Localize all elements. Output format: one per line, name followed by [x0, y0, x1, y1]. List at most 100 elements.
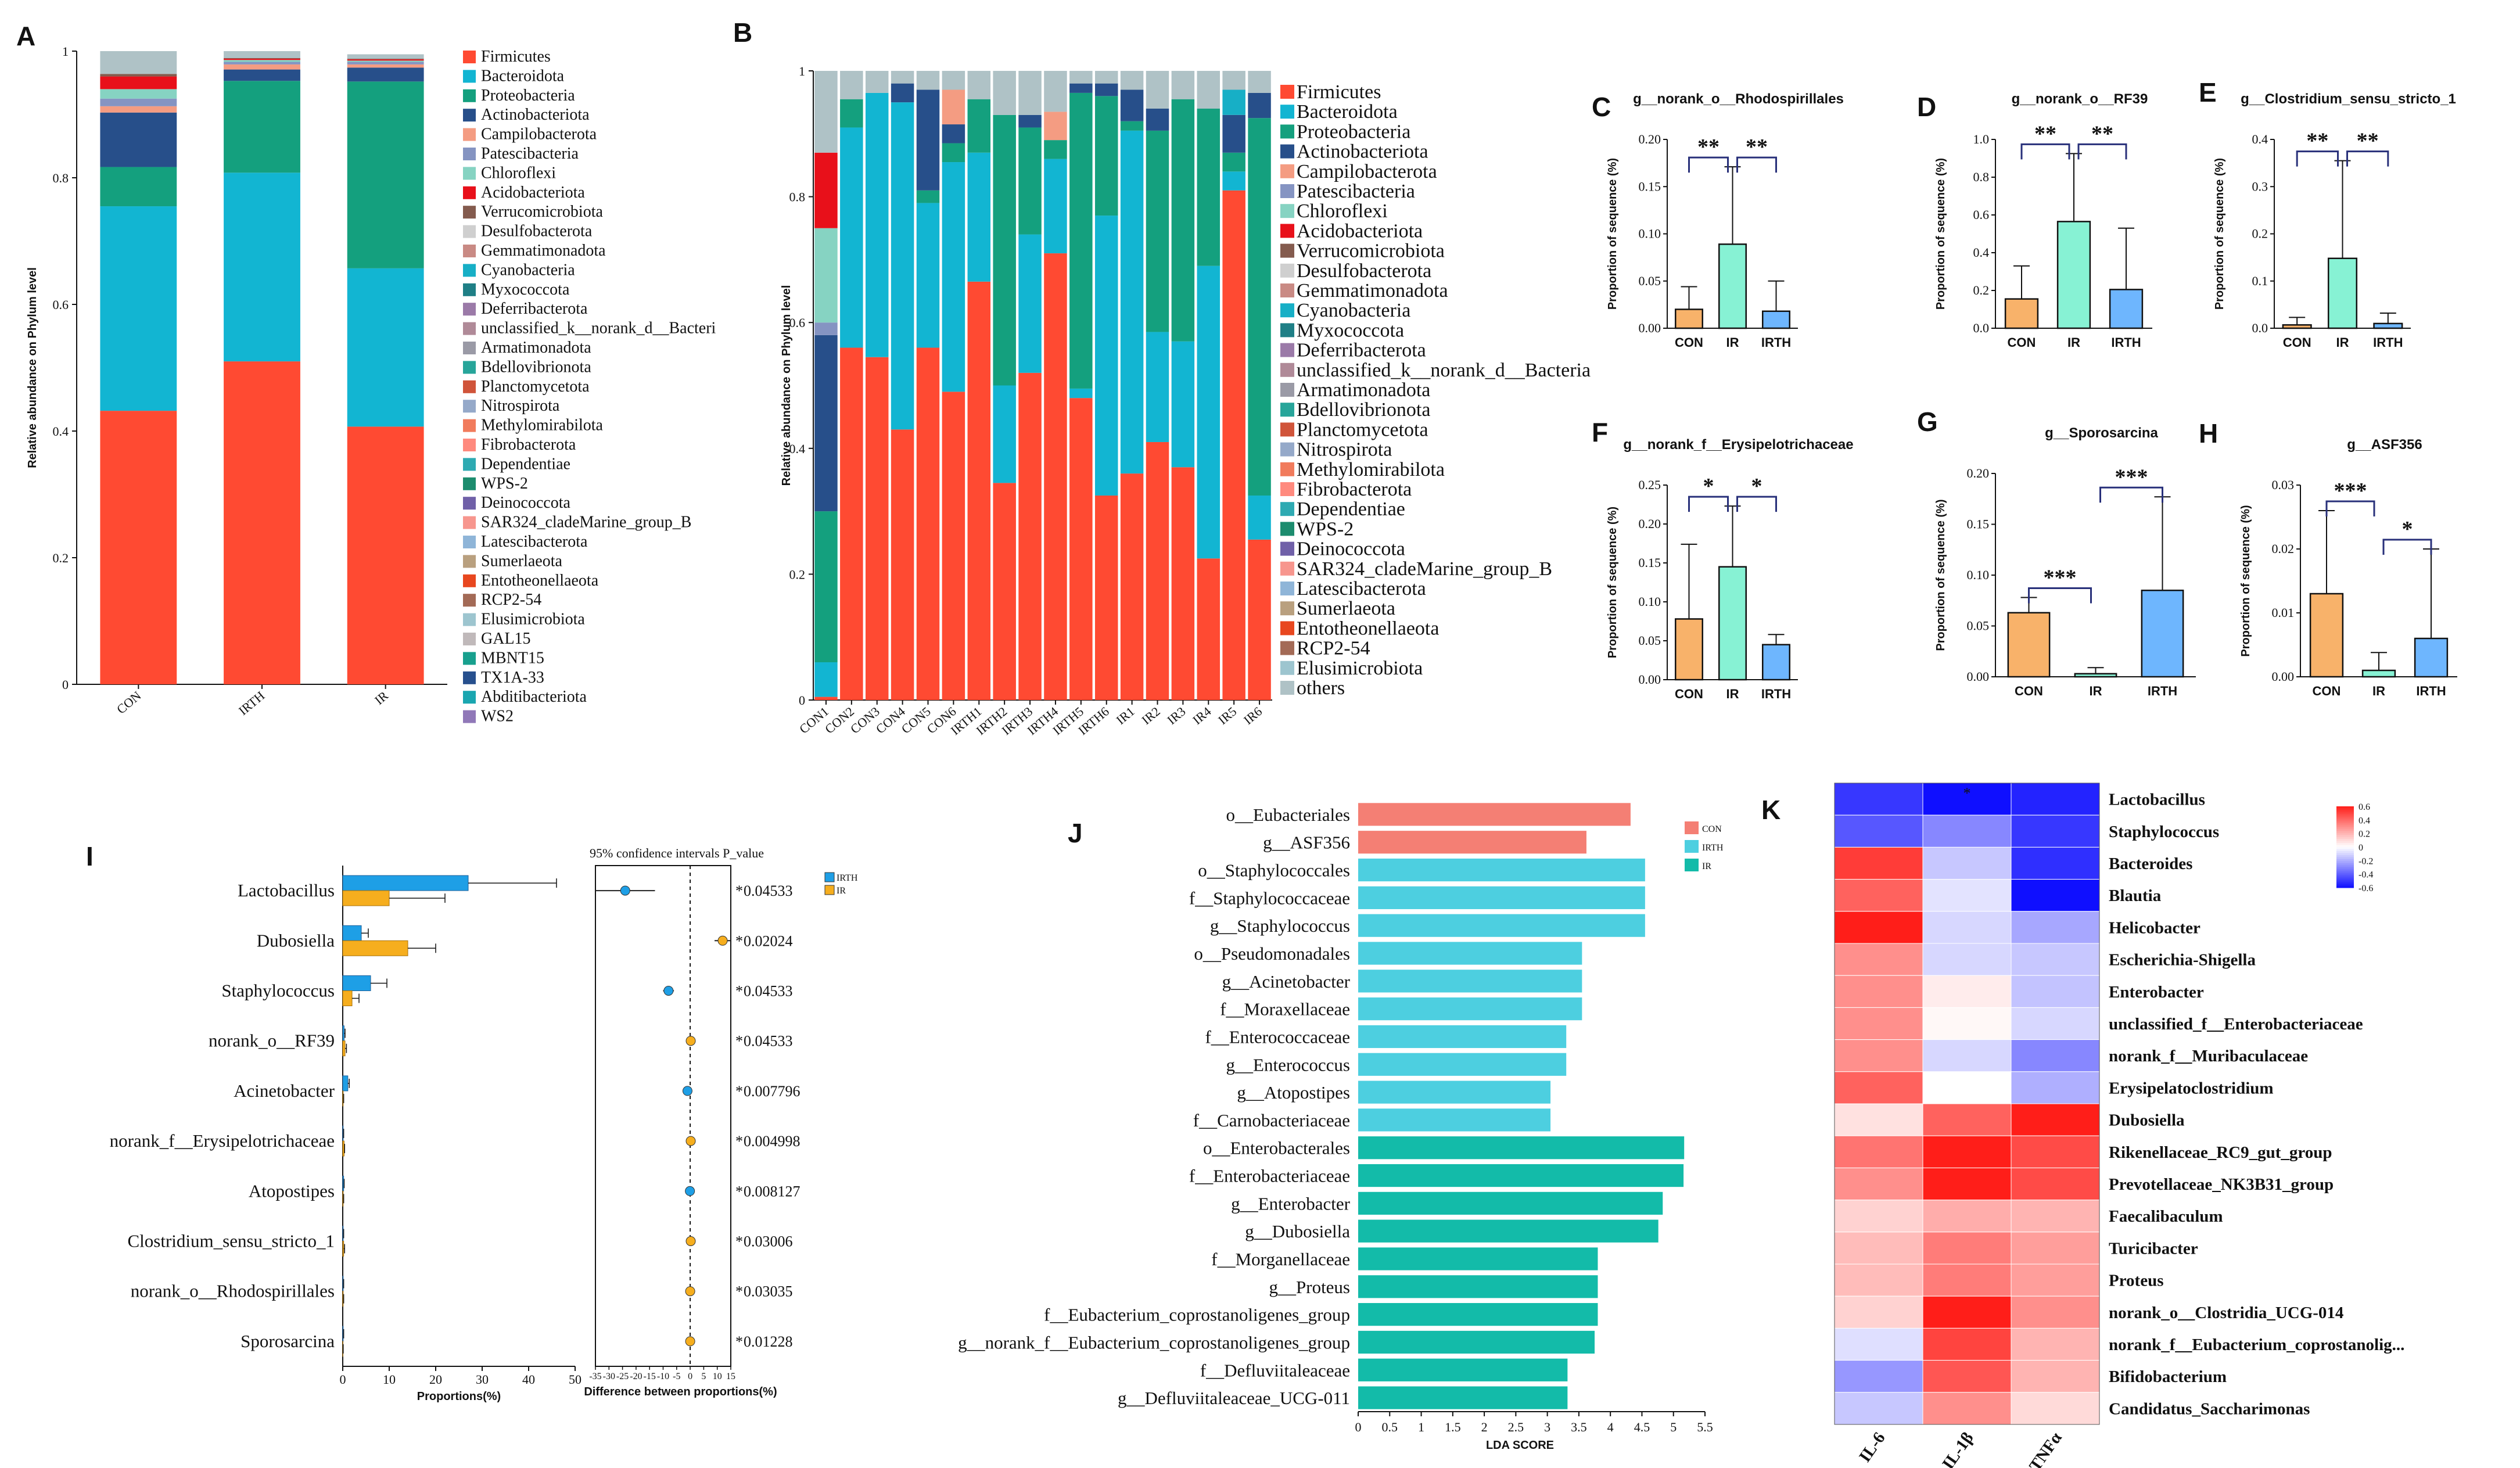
bar-segment-verrucomicrobiota	[224, 58, 300, 59]
significance-bracket	[2325, 500, 2375, 516]
x-tick-label: 1	[1418, 1420, 1424, 1434]
legend-label: Proteobacteria	[1297, 121, 1410, 142]
legend-label: Cyanobacteria	[481, 261, 575, 279]
colorbar-step	[2336, 865, 2354, 868]
legend-swatch	[463, 555, 476, 568]
heatmap-cell	[1834, 1167, 1923, 1201]
colorbar-step	[2336, 820, 2354, 823]
legend-label: IRTH	[837, 873, 858, 883]
x-tick-label: 2	[1481, 1420, 1488, 1434]
x-tick-label: 3	[1544, 1420, 1550, 1434]
panel-i: I0 10 20 30 40 50Proportions(%)LactobacillusD…	[86, 841, 858, 1403]
lda-bar	[1358, 997, 1582, 1021]
y-tick-label: 0.4	[789, 442, 806, 456]
bar-segment-others	[967, 71, 991, 99]
bar-segment-proteobacteria	[840, 99, 863, 128]
bar-segment-bacteroidota	[993, 385, 1016, 483]
heatmap-cell	[1834, 975, 1923, 1008]
lda-bar	[1358, 1108, 1551, 1132]
bar-segment-actinobacteriota	[916, 89, 940, 191]
row-label: Proteus	[2109, 1272, 2164, 1290]
legend-label: SAR324_cladeMarine_group_B	[481, 514, 691, 532]
x-tick-label: IR1	[1113, 704, 1137, 727]
legend-label: Planctomycetota	[1297, 419, 1428, 440]
row-label: Dubosiella	[2109, 1111, 2185, 1130]
bar-segment-actinobacteriota	[891, 83, 914, 103]
panel-letter-e: E	[2199, 77, 2217, 107]
heatmap-cell	[1834, 1327, 1923, 1361]
heatmap-cell	[2011, 1327, 2100, 1361]
x-tick-label: 50	[569, 1372, 581, 1387]
legend-swatch	[1280, 164, 1294, 178]
lda-bar	[1358, 914, 1645, 937]
bar-segment-proteobacteria	[100, 167, 177, 207]
colorbar-step	[2336, 816, 2354, 819]
panel-letter-h: H	[2199, 418, 2218, 448]
legend-swatch	[463, 148, 476, 160]
x-tick-label: 40	[522, 1372, 535, 1387]
chart-title: g__Clostridium_sensu_stricto_1	[2241, 91, 2456, 107]
heatmap-cell	[2011, 1392, 2100, 1425]
legend-swatch	[463, 613, 476, 626]
bar-irth	[2141, 590, 2184, 678]
taxon-label: g__Enterococcus	[1226, 1054, 1350, 1075]
x-tick-label: 1.5	[1445, 1420, 1461, 1434]
legend-label: Latescibacterota	[1297, 578, 1426, 600]
heatmap-cell	[2011, 1200, 2100, 1233]
heatmap-cell	[2011, 1264, 2100, 1297]
legend-swatch	[1280, 362, 1294, 377]
bar-segment-chloroflexi	[347, 60, 424, 62]
y-tick-label: 0.01	[2272, 605, 2295, 620]
colorbar-step	[2336, 853, 2354, 856]
legend-label: Latescibacterota	[481, 533, 588, 551]
legend-label: Gemmatimonadota	[1297, 280, 1448, 302]
significance-bracket	[2346, 150, 2389, 167]
taxon-label: f__Carnobacteriaceae	[1193, 1110, 1350, 1130]
colorbar-step	[2336, 849, 2354, 852]
legend-swatch	[1280, 243, 1294, 258]
y-tick-label: 0.2	[53, 551, 69, 565]
x-tick-label: 4.5	[1634, 1420, 1650, 1434]
bar-segment-proteobacteria	[1248, 118, 1271, 496]
colorbar-tick-label: 0.6	[2359, 802, 2370, 812]
bar-segment-others	[1044, 71, 1067, 112]
bar-segment-actinobacteriota	[1222, 114, 1245, 153]
bar-segment-campilobacterota	[347, 64, 424, 68]
bar-irth	[1762, 310, 1790, 329]
y-tick-label: 0.15	[1639, 179, 1661, 193]
bar-segment-actinobacteriota	[814, 335, 838, 512]
colorbar-step	[2336, 810, 2354, 813]
legend-label: IR	[837, 886, 846, 896]
x-tick-label: IRTH	[236, 688, 267, 718]
colorbar-step	[2336, 863, 2354, 866]
y-tick-label: 0.20	[1639, 132, 1661, 146]
bar-segment-bacteroidota	[1171, 341, 1195, 468]
legend-swatch	[1280, 204, 1294, 218]
legend-label: Gemmatimonadota	[481, 242, 606, 260]
column-label: IL-6	[1855, 1429, 1889, 1466]
bar-segment-firmicutes	[1146, 442, 1169, 700]
heatmap-cell	[1922, 1007, 2012, 1040]
bar-segment-proteobacteria	[942, 143, 965, 163]
taxon-label: f__Eubacterium_coprostanoligenes_group	[1044, 1305, 1350, 1325]
y-tick-label: 0.1	[2252, 274, 2268, 288]
taxon-label: Staphylococcus	[221, 981, 335, 1001]
colorbar-step	[2336, 857, 2354, 860]
legend-swatch	[1280, 283, 1294, 297]
x-tick-label: CON	[2015, 684, 2043, 698]
bar-segment-bacteroidota	[1069, 388, 1093, 399]
chart-title: g__norank_o__Rhodospirillales	[1633, 91, 1844, 107]
legend-label: Entotheonellaeota	[1297, 618, 1439, 639]
heatmap-cell	[1922, 814, 2012, 848]
row-label: Faecalibaculum	[2109, 1207, 2223, 1226]
legend-swatch	[1280, 561, 1294, 576]
legend-swatch	[463, 342, 476, 354]
bar-segment-firmicutes	[224, 361, 300, 684]
legend-label: Campilobacterota	[481, 125, 597, 143]
chart-title: g__norank_f__Erysipelotrichaceae	[1623, 437, 1853, 453]
heatmap-cell	[1834, 814, 1923, 848]
bar-segment-firmicutes	[1044, 253, 1067, 700]
colorbar-step	[2336, 828, 2354, 831]
ci-point	[685, 1186, 695, 1196]
y-axis-label: Proportion of sequence (%)	[1934, 499, 1947, 651]
